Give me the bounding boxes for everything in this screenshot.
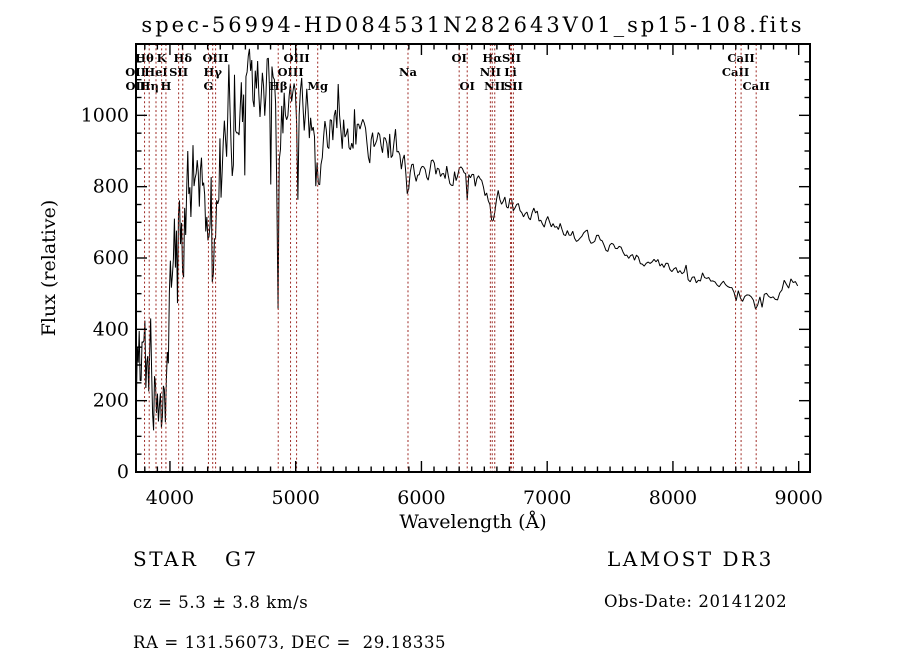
y-axis-tick-label: 800 bbox=[93, 176, 129, 198]
axis-tick-labels: 4000 5000 6000 7000 8000 9000 0 200 400 600 800 100… bbox=[81, 104, 823, 509]
y-axis-tick-label: 400 bbox=[93, 318, 129, 340]
object-class-label: STAR G7 bbox=[133, 547, 259, 571]
axis-ticks bbox=[136, 44, 810, 472]
spectral-line-labels: HθKHδOIIIOIIIOIHαSIICaIIOIIHeISIIHγOIIIN… bbox=[125, 51, 770, 93]
x-axis-tick-label: 5000 bbox=[272, 487, 320, 509]
x-axis-title: Wavelength (Å) bbox=[399, 511, 546, 533]
spectral-line-label: H bbox=[160, 79, 171, 93]
spectral-line-label: SII bbox=[504, 79, 523, 93]
survey-label: LAMOST DR3 bbox=[607, 547, 774, 571]
cz-value: cz = 5.3 ± 3.8 km/s bbox=[133, 593, 308, 612]
spectral-line-label: NII bbox=[484, 79, 505, 93]
y-axis-tick-label: 600 bbox=[93, 247, 129, 269]
y-axis-tick-label: 200 bbox=[93, 390, 129, 412]
spectral-line-markers bbox=[135, 44, 757, 472]
x-axis-tick-label: 4000 bbox=[146, 487, 194, 509]
spectrum-trace bbox=[136, 48, 799, 431]
spectral-line-label: G bbox=[204, 79, 214, 93]
x-axis-tick-label: 6000 bbox=[397, 487, 445, 509]
spectral-line-label: Hβ bbox=[269, 79, 288, 93]
spectral-line-label: CaII bbox=[742, 79, 769, 93]
spectral-line-label: OI bbox=[460, 79, 475, 93]
x-axis-tick-label: 7000 bbox=[523, 487, 571, 509]
spectral-line-label: Mg bbox=[307, 79, 328, 93]
figure-title: spec-56994-HD084531N282643V01_sp15-108.f… bbox=[141, 13, 804, 37]
y-axis-title: Flux (relative) bbox=[38, 200, 60, 337]
ra-dec-value: RA = 131.56073, DEC = 29.18335 bbox=[133, 633, 446, 649]
y-axis-tick-label: 1000 bbox=[81, 104, 129, 126]
y-axis-tick-label: 0 bbox=[117, 461, 129, 483]
obs-date-value: Obs-Date: 20141202 bbox=[604, 592, 787, 611]
x-axis-tick-label: 8000 bbox=[649, 487, 697, 509]
x-axis-tick-label: 9000 bbox=[775, 487, 823, 509]
plot-frame bbox=[135, 43, 811, 473]
